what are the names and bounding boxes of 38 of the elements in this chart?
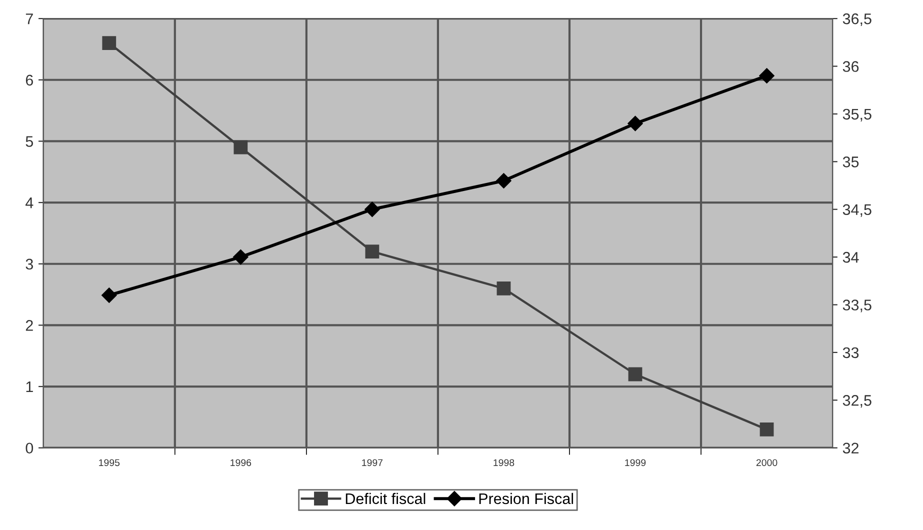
point [365, 244, 380, 259]
y2-tick-label: 32 [842, 442, 858, 454]
x-tick-label: 1995 [99, 459, 120, 466]
y2-tick-label: 36,5 [842, 13, 872, 26]
point [234, 140, 248, 154]
point [759, 68, 774, 84]
x-tick-label: 1999 [625, 459, 646, 466]
x-tick-label: 1997 [362, 459, 383, 466]
y2-tick-label: 33,5 [842, 300, 872, 312]
y-tick-label: 0 [26, 442, 34, 454]
legend-label: Deficit fiscal [346, 492, 426, 504]
point [102, 36, 116, 50]
y-tick-label: 2 [26, 320, 33, 331]
y2-tick-label: 35,5 [842, 108, 872, 122]
y-tick-label: 3 [26, 258, 33, 270]
point [496, 281, 511, 296]
y-tick-label: 1 [26, 382, 33, 392]
point [496, 173, 512, 188]
y-tick-label: 4 [26, 198, 34, 208]
y2-tick-label: 33 [842, 347, 859, 358]
y-tick-label: 5 [26, 136, 34, 147]
point [628, 116, 643, 132]
x-tick-label: 2000 [756, 459, 778, 466]
legend-label: Presion Fiscal [479, 492, 574, 504]
point [102, 288, 117, 303]
y-tick-label: 7 [26, 14, 33, 24]
x-tick-label: 1998 [494, 459, 514, 466]
point [628, 367, 642, 382]
y2-tick-label: 36 [842, 61, 859, 72]
y2-tick-label: 35 [842, 156, 859, 168]
y-tick-label: 6 [26, 74, 33, 86]
point [760, 422, 774, 436]
point [364, 202, 380, 217]
y2-tick-label: 34,5 [842, 204, 872, 217]
x-tick-label: 1996 [230, 459, 252, 466]
y2-tick-label: 32,5 [842, 395, 872, 408]
point [233, 249, 248, 265]
y2-tick-label: 34 [842, 252, 859, 263]
